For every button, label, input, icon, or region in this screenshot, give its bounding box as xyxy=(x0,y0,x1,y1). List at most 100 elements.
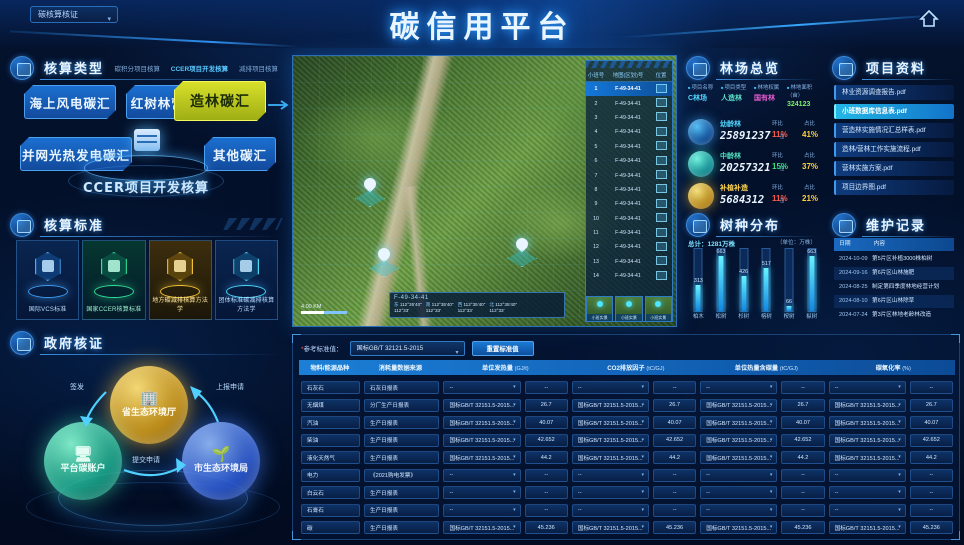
maintenance-row[interactable]: 2024-08-25 制定第四季度林地经营计划 xyxy=(834,281,954,294)
cell-oxid-standard[interactable]: 国标GB/T 32151.5-2015... ▾ xyxy=(828,451,906,465)
plot-table-row[interactable]: 2 F-49-34-41 xyxy=(586,96,672,110)
cell-co2-standard[interactable]: -- ▾ xyxy=(571,503,649,517)
cell-heat-standard[interactable]: 国标GB/T 32151.5-2015... ▾ xyxy=(443,451,521,465)
plot-thumbnail[interactable]: 小班实景 xyxy=(644,296,672,322)
page-select[interactable]: 碳核算核证 ▾ xyxy=(30,6,118,23)
type-option-other[interactable]: 其他碳汇 xyxy=(204,137,276,171)
type-option-afforestation[interactable]: 造林碳汇 xyxy=(174,81,266,121)
plot-table-row[interactable]: 4 F-49-34-41 xyxy=(586,125,672,139)
plot-list-table[interactable]: 小班号 地图(区划)号 位置 1 F-49-34-41 2 F-49-34-41 3 F-… xyxy=(585,60,673,322)
gov-node-provincial-bureau[interactable]: 🏢 省生态环境厅 xyxy=(110,366,188,444)
cell-oxid-standard[interactable]: 国标GB/T 32151.5-2015... ▾ xyxy=(828,433,906,447)
cell-co2-standard[interactable]: 国标GB/T 32151.5-2015... ▾ xyxy=(571,521,649,535)
plot-table-row[interactable]: 11 F-49-34-41 xyxy=(586,226,672,240)
cell-heat-standard[interactable]: -- ▾ xyxy=(443,486,521,500)
cell-oxid-standard[interactable]: -- ▾ xyxy=(828,486,906,500)
standard-card-vcs[interactable]: 国际VCS标准 xyxy=(16,240,80,320)
gov-node-city-bureau[interactable]: 🌱 市生态环境局 xyxy=(182,422,260,500)
cell-heat-standard[interactable]: 国标GB/T 32151.5-2015... ▾ xyxy=(443,433,521,447)
map-marker[interactable] xyxy=(353,175,387,212)
document-item[interactable]: 林业资源调查报告.pdf xyxy=(834,85,954,100)
document-item[interactable]: 造林/营林工作实施流程.pdf xyxy=(834,142,954,157)
cell-co2-standard[interactable]: -- ▾ xyxy=(571,468,649,482)
cell-heat-standard[interactable]: -- ▾ xyxy=(443,503,521,517)
home-icon[interactable] xyxy=(918,8,940,30)
plot-table-row[interactable]: 5 F-49-34-41 xyxy=(586,140,672,154)
cell-heat-standard[interactable]: -- ▾ xyxy=(443,381,521,395)
plot-table-row[interactable]: 10 F-49-34-41 xyxy=(586,212,672,226)
type-option-offshore-wind[interactable]: 海上风电碳汇 xyxy=(24,85,116,119)
standard-card-local[interactable]: 地方碳减排核算方法学 xyxy=(148,240,212,320)
plot-table-row[interactable]: 7 F-49-34-41 xyxy=(586,168,672,182)
cell-carbon-standard[interactable]: -- ▾ xyxy=(700,468,778,482)
table-row[interactable]: 碳生产日报表 国标GB/T 32151.5-2015... ▾ 45.236 国标GB/… xyxy=(299,519,955,537)
map-marker[interactable] xyxy=(505,235,539,272)
map-marker[interactable] xyxy=(367,245,401,282)
cell-co2-standard[interactable]: -- ▾ xyxy=(571,486,649,500)
subtab-carbon-credit[interactable]: 碳积分项目核算 xyxy=(114,66,160,73)
platter-decoration-2 xyxy=(26,482,280,532)
reset-standard-button[interactable]: 重置标准值 xyxy=(471,340,534,356)
cell-heat-standard[interactable]: 国标GB/T 32151.5-2015... ▾ xyxy=(443,521,521,535)
cell-carbon-standard[interactable]: -- ▾ xyxy=(700,503,778,517)
maintenance-row[interactable]: 2024-09-16 第6片区山林施肥 xyxy=(834,267,954,280)
gov-node-platform-account[interactable]: 🖥 平台碳账户 xyxy=(44,422,122,500)
plot-location xyxy=(650,227,672,239)
standard-card-ccer[interactable]: 国家CCER核算标准 xyxy=(82,240,146,320)
document-item[interactable]: 营造林实施情况汇总样表.pdf xyxy=(834,123,954,138)
maintenance-row[interactable]: 2024-07-24 第3片区林地老龄林改造 xyxy=(834,309,954,322)
cell-co2-standard[interactable]: 国标GB/T 32151.5-2015... ▾ xyxy=(571,451,649,465)
plot-table-row[interactable]: 3 F-49-34-41 xyxy=(586,111,672,125)
cell-carbon-standard[interactable]: 国标GB/T 32151.5-2015... ▾ xyxy=(700,398,778,412)
plot-table-row[interactable]: 13 F-49-34-41 xyxy=(586,255,672,269)
cell-carbon-standard[interactable]: 国标GB/T 32151.5-2015... ▾ xyxy=(700,521,778,535)
standard-card-group[interactable]: 团体标准碳减排核算方法学 xyxy=(214,240,278,320)
table-row[interactable]: 白云石 生产日报表 -- ▾ -- -- ▾ -- -- ▾ -- -- ▾ -- xyxy=(299,484,955,502)
species-total-label: 总计：1281万株 xyxy=(688,241,735,248)
plot-table-row[interactable]: 8 F-49-34-41 xyxy=(586,183,672,197)
cell-carbon-standard[interactable]: 国标GB/T 32151.5-2015... ▾ xyxy=(700,451,778,465)
cell-co2-standard[interactable]: 国标GB/T 32151.5-2015... ▾ xyxy=(571,433,649,447)
accounting-type-subtabs[interactable]: 碳积分项目核算 CCER项目开发核算 减排项目核算 xyxy=(105,63,278,73)
plot-table-row[interactable]: 6 F-49-34-41 xyxy=(586,154,672,168)
plot-thumbnail[interactable]: 小班实景 xyxy=(615,296,643,322)
cell-oxid-standard[interactable]: -- ▾ xyxy=(828,468,906,482)
subtab-reduction-project[interactable]: 减排项目核算 xyxy=(239,66,278,73)
cell-heat-standard[interactable]: 国标GB/T 32151.5-2015... ▾ xyxy=(443,416,521,430)
cell-co2-standard[interactable]: 国标GB/T 32151.5-2015... ▾ xyxy=(571,416,649,430)
table-row[interactable]: 柴油 生产日报表 国标GB/T 32151.5-2015... ▾ 42.652 国标GB… xyxy=(299,432,955,450)
maintenance-row[interactable]: 2024-08-10 第6片区山林除草 xyxy=(834,295,954,308)
plot-table-row[interactable]: 1 F-49-34-41 xyxy=(586,82,672,97)
plot-table-row[interactable]: 14 F-49-34-41 xyxy=(586,269,672,283)
cell-carbon-standard[interactable]: 国标GB/T 32151.5-2015... ▾ xyxy=(700,416,778,430)
cell-carbon-standard[interactable]: 国标GB/T 32151.5-2015... ▾ xyxy=(700,433,778,447)
ref-standard-select[interactable]: 国标GB/T 32121.5-2015 ▾ xyxy=(349,340,465,356)
plot-table-row[interactable]: 12 F-49-34-41 xyxy=(586,240,672,254)
document-item[interactable]: 小班数据库信息表.pdf xyxy=(834,104,954,119)
subtab-ccer-development[interactable]: CCER项目开发核算 xyxy=(170,66,229,73)
cell-oxid-standard[interactable]: -- ▾ xyxy=(828,503,906,517)
table-row[interactable]: 石膏石 生产日报表 -- ▾ -- -- ▾ -- -- ▾ -- -- ▾ -- xyxy=(299,502,955,520)
cell-co2-standard[interactable]: 国标GB/T 32151.5-2015... ▾ xyxy=(571,398,649,412)
table-row[interactable]: 石灰石 石灰日报表 -- ▾ -- -- ▾ -- -- ▾ -- -- ▾ -- xyxy=(299,379,955,397)
plot-location xyxy=(650,126,672,138)
document-item[interactable]: 项目边界图.pdf xyxy=(834,180,954,195)
cell-carbon-standard[interactable]: -- ▾ xyxy=(700,381,778,395)
cell-carbon-standard[interactable]: -- ▾ xyxy=(700,486,778,500)
cell-oxid-standard[interactable]: 国标GB/T 32151.5-2015... ▾ xyxy=(828,416,906,430)
plot-table-row[interactable]: 9 F-49-34-41 xyxy=(586,197,672,211)
plot-thumbnail[interactable]: 小班实景 xyxy=(586,296,614,322)
cell-co2-standard[interactable]: -- ▾ xyxy=(571,381,649,395)
cell-oxid-standard[interactable]: 国标GB/T 32151.5-2015... ▾ xyxy=(828,521,906,535)
table-row[interactable]: 汽油 生产日报表 国标GB/T 32151.5-2015... ▾ 40.07 国标GB/… xyxy=(299,414,955,432)
maintenance-row[interactable]: 2024-10-09 第5片区补植3000株柏树 xyxy=(834,253,954,266)
bar-value: 517 xyxy=(761,261,771,267)
cell-oxid-standard[interactable]: -- ▾ xyxy=(828,381,906,395)
cell-oxid-standard[interactable]: 国标GB/T 32151.5-2015... ▾ xyxy=(828,398,906,412)
cell-heat-standard[interactable]: 国标GB/T 32151.5-2015... ▾ xyxy=(443,398,521,412)
table-row[interactable]: 无烟煤 分厂生产日报表 国标GB/T 32151.5-2015... ▾ 26.7 国标G… xyxy=(299,397,955,415)
table-row[interactable]: 液化天然气 生产日报表 国标GB/T 32151.5-2015... ▾ 44.2 国标G… xyxy=(299,449,955,467)
cell-heat-standard[interactable]: -- ▾ xyxy=(443,468,521,482)
table-row[interactable]: 电力 《2021购电发票》 -- ▾ -- -- ▾ -- -- ▾ -- -- ▾ -- xyxy=(299,467,955,485)
document-item[interactable]: 营林实施方案.pdf xyxy=(834,161,954,176)
